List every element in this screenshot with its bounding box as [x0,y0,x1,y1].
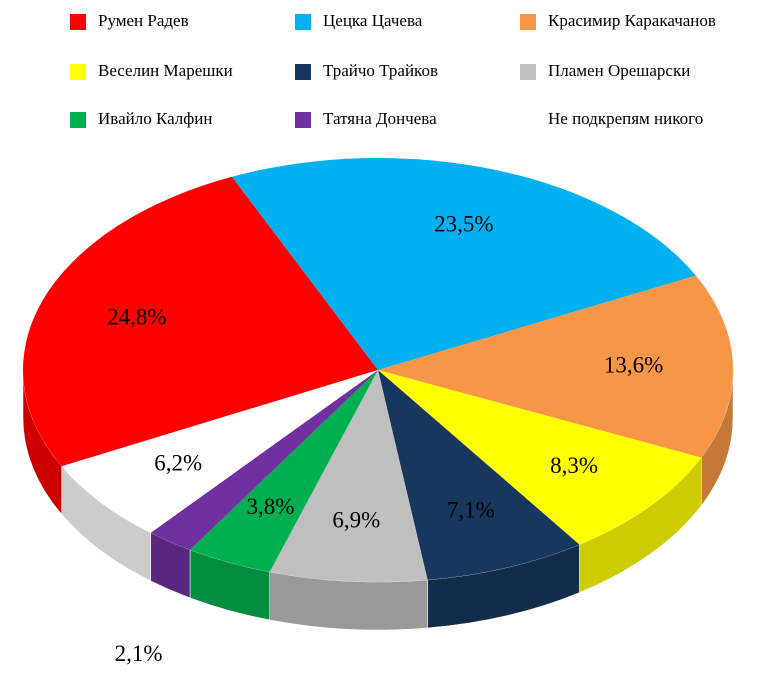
slice [190,370,378,572]
slice [269,370,428,582]
legend-label: Цецка Цачева [323,11,423,30]
data-label: 7,1% [447,497,495,522]
legend-swatch [295,112,311,128]
legend-label: Румен Радев [98,11,189,30]
legend-swatch [520,64,536,80]
data-label: 8,3% [550,453,598,478]
slice [150,370,378,550]
legend-label: Трайчо Трайков [323,61,438,80]
legend-swatch [520,14,536,30]
data-label: 2,1% [115,641,163,666]
legend-label: Ивайло Калфин [98,109,212,128]
data-label: 23,5% [434,212,493,237]
data-label: 6,2% [154,450,202,475]
slice [61,370,378,533]
legend-label: Татяна Дончева [323,109,437,128]
legend-swatch [70,64,86,80]
legend-swatch [295,14,311,30]
legend-swatch [520,112,536,128]
data-label: 13,6% [604,353,663,378]
legend-label: Веселин Марешки [98,61,233,80]
legend-swatch [70,112,86,128]
legend-label: Пламен Орешарски [548,61,690,80]
legend-label: Красимир Каракачанов [548,11,716,30]
data-label: 6,9% [332,507,380,532]
legend-swatch [295,64,311,80]
slice [231,158,696,370]
slice [378,275,733,458]
legend-swatch [70,14,86,30]
legend-label: Не подкрепям никого [548,109,703,128]
slice [23,176,379,467]
slice [378,370,702,545]
data-label: 24,8% [107,305,166,330]
slice [378,370,580,580]
data-label: 3,8% [247,494,295,519]
